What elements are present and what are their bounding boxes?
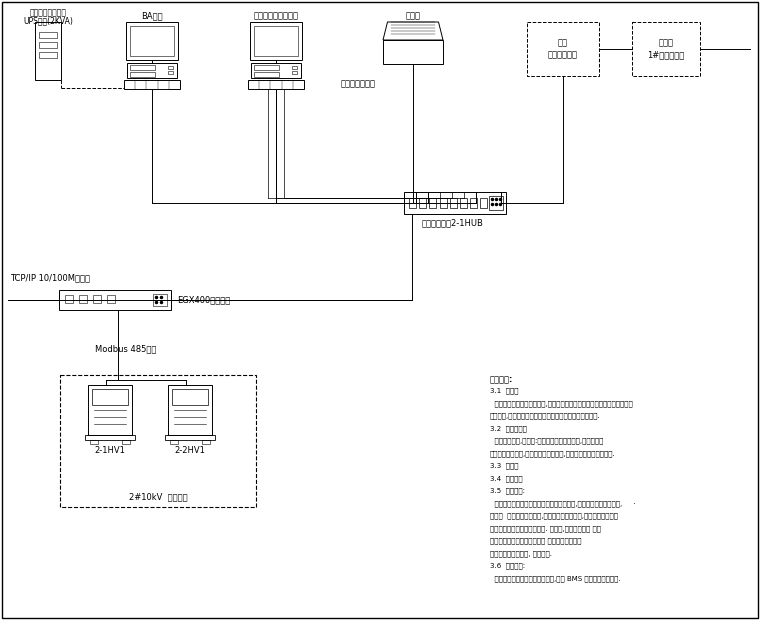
Bar — [292, 66, 297, 69]
Bar — [292, 71, 297, 74]
Bar — [60, 375, 256, 507]
Bar — [170, 440, 178, 444]
Bar — [632, 22, 700, 76]
Bar — [460, 198, 467, 208]
Text: TCP/IP 10/100M以太网: TCP/IP 10/100M以太网 — [10, 273, 90, 282]
Text: 3.2  通信配置：: 3.2 通信配置： — [490, 425, 527, 432]
Text: 该建筑均采用综合能源管理平台,对其 BMS 系统数据对接报告.: 该建筑均采用综合能源管理平台,对其 BMS 系统数据对接报告. — [490, 575, 621, 582]
Bar — [127, 63, 177, 78]
Text: 3.4  通信介绍: 3.4 通信介绍 — [490, 475, 523, 482]
Text: UPS电源(2KVA): UPS电源(2KVA) — [23, 16, 73, 25]
Text: 上传至: 上传至 — [658, 38, 673, 48]
Text: 工业控制计算机: 工业控制计算机 — [341, 79, 376, 89]
Bar — [254, 65, 279, 70]
Bar — [202, 440, 210, 444]
Text: 2-1HV1: 2-1HV1 — [94, 446, 125, 455]
Bar — [489, 196, 503, 210]
Bar — [92, 389, 128, 405]
Bar — [85, 435, 135, 440]
Text: 以太网连接的功能,实现整体可视化平台,实现接入上层系统的功能.: 以太网连接的功能,实现整体可视化平台,实现接入上层系统的功能. — [490, 450, 616, 456]
Text: 低压: 低压 — [558, 38, 568, 48]
Bar — [409, 198, 416, 208]
Text: 能确认、管控和保护处理以及 工业控制总线的分: 能确认、管控和保护处理以及 工业控制总线的分 — [490, 538, 581, 544]
Bar — [254, 72, 279, 76]
Bar — [527, 22, 599, 76]
Text: 3.5  控制说明:: 3.5 控制说明: — [490, 487, 525, 494]
Text: EGX400以太网关: EGX400以太网关 — [177, 296, 230, 304]
Bar — [130, 65, 155, 70]
Text: 3.1  概述：: 3.1 概述： — [490, 388, 518, 394]
Text: 系统说明:: 系统说明: — [490, 375, 513, 384]
Text: 网络电力仪表: 网络电力仪表 — [548, 50, 578, 60]
Text: 成公差控制确认端时, 使用平台.: 成公差控制确认端时, 使用平台. — [490, 550, 552, 557]
Text: 由系统承包商配置: 由系统承包商配置 — [30, 8, 67, 17]
Bar — [480, 198, 487, 208]
Text: 1#总配变电所: 1#总配变电所 — [648, 50, 685, 60]
Bar — [450, 198, 457, 208]
Bar — [420, 198, 426, 208]
Bar — [165, 435, 215, 440]
Bar — [39, 42, 57, 48]
Bar — [130, 26, 174, 56]
Bar — [168, 385, 212, 435]
Bar — [248, 80, 304, 89]
Bar — [90, 440, 98, 444]
Bar — [107, 295, 115, 303]
Text: 3.3  监控界: 3.3 监控界 — [490, 463, 518, 469]
Bar — [88, 385, 132, 435]
Text: 电力监控系统工作站: 电力监控系统工作站 — [254, 11, 299, 20]
Bar — [470, 198, 477, 208]
Bar — [39, 52, 57, 58]
Text: BA系统: BA系统 — [141, 11, 163, 20]
Text: 2#10kV  分变电所: 2#10kV 分变电所 — [128, 492, 187, 501]
Text: 采用分层结构,现场层:采集现场设备实时数据,管理层通过: 采用分层结构,现场层:采集现场设备实时数据,管理层通过 — [490, 438, 603, 444]
Bar — [168, 66, 173, 69]
Bar — [130, 72, 155, 76]
Bar — [39, 32, 57, 38]
Text: 系统应对现场设备进行远程采集及控制功能,实现数据集中监控功能,     ·: 系统应对现场设备进行远程采集及控制功能,实现数据集中监控功能, · — [490, 500, 636, 507]
Bar — [126, 22, 178, 60]
Bar — [59, 290, 171, 310]
Text: 系统联网,同时通过上位计算机进行可视化集中管理和控制.: 系统联网,同时通过上位计算机进行可视化集中管理和控制. — [490, 412, 600, 419]
Bar — [254, 26, 298, 56]
Text: 该建筑的全楼配电管理系统,将所有独立配电箱和变压器通过电力监控管理: 该建筑的全楼配电管理系统,将所有独立配电箱和变压器通过电力监控管理 — [490, 400, 633, 407]
Text: 功能确认入口为能源管理平台. 遥控时,相互控制联动 的功: 功能确认入口为能源管理平台. 遥控时,相互控制联动 的功 — [490, 525, 601, 531]
Bar — [404, 192, 506, 214]
Bar — [122, 440, 130, 444]
Bar — [65, 295, 73, 303]
Bar — [35, 22, 61, 80]
Bar — [251, 63, 301, 78]
Bar — [124, 80, 180, 89]
Bar — [429, 198, 436, 208]
Bar — [383, 40, 443, 64]
Bar — [79, 295, 87, 303]
Text: 以太网交换机2-1HUB: 以太网交换机2-1HUB — [422, 218, 484, 227]
Text: 包括：  遥测、遥信、遥控,和整体报表及时相应,实现系统远控模式: 包括： 遥测、遥信、遥控,和整体报表及时相应,实现系统远控模式 — [490, 513, 618, 519]
Bar — [250, 22, 302, 60]
Bar — [172, 389, 208, 405]
Bar — [93, 295, 101, 303]
Bar — [439, 198, 447, 208]
Text: 打印机: 打印机 — [406, 11, 420, 20]
Text: 2-2HV1: 2-2HV1 — [175, 446, 205, 455]
Text: Modbus 485总线: Modbus 485总线 — [95, 344, 157, 353]
Bar — [153, 294, 167, 306]
Bar — [168, 71, 173, 74]
Text: 3.6  其他说明:: 3.6 其他说明: — [490, 562, 525, 569]
